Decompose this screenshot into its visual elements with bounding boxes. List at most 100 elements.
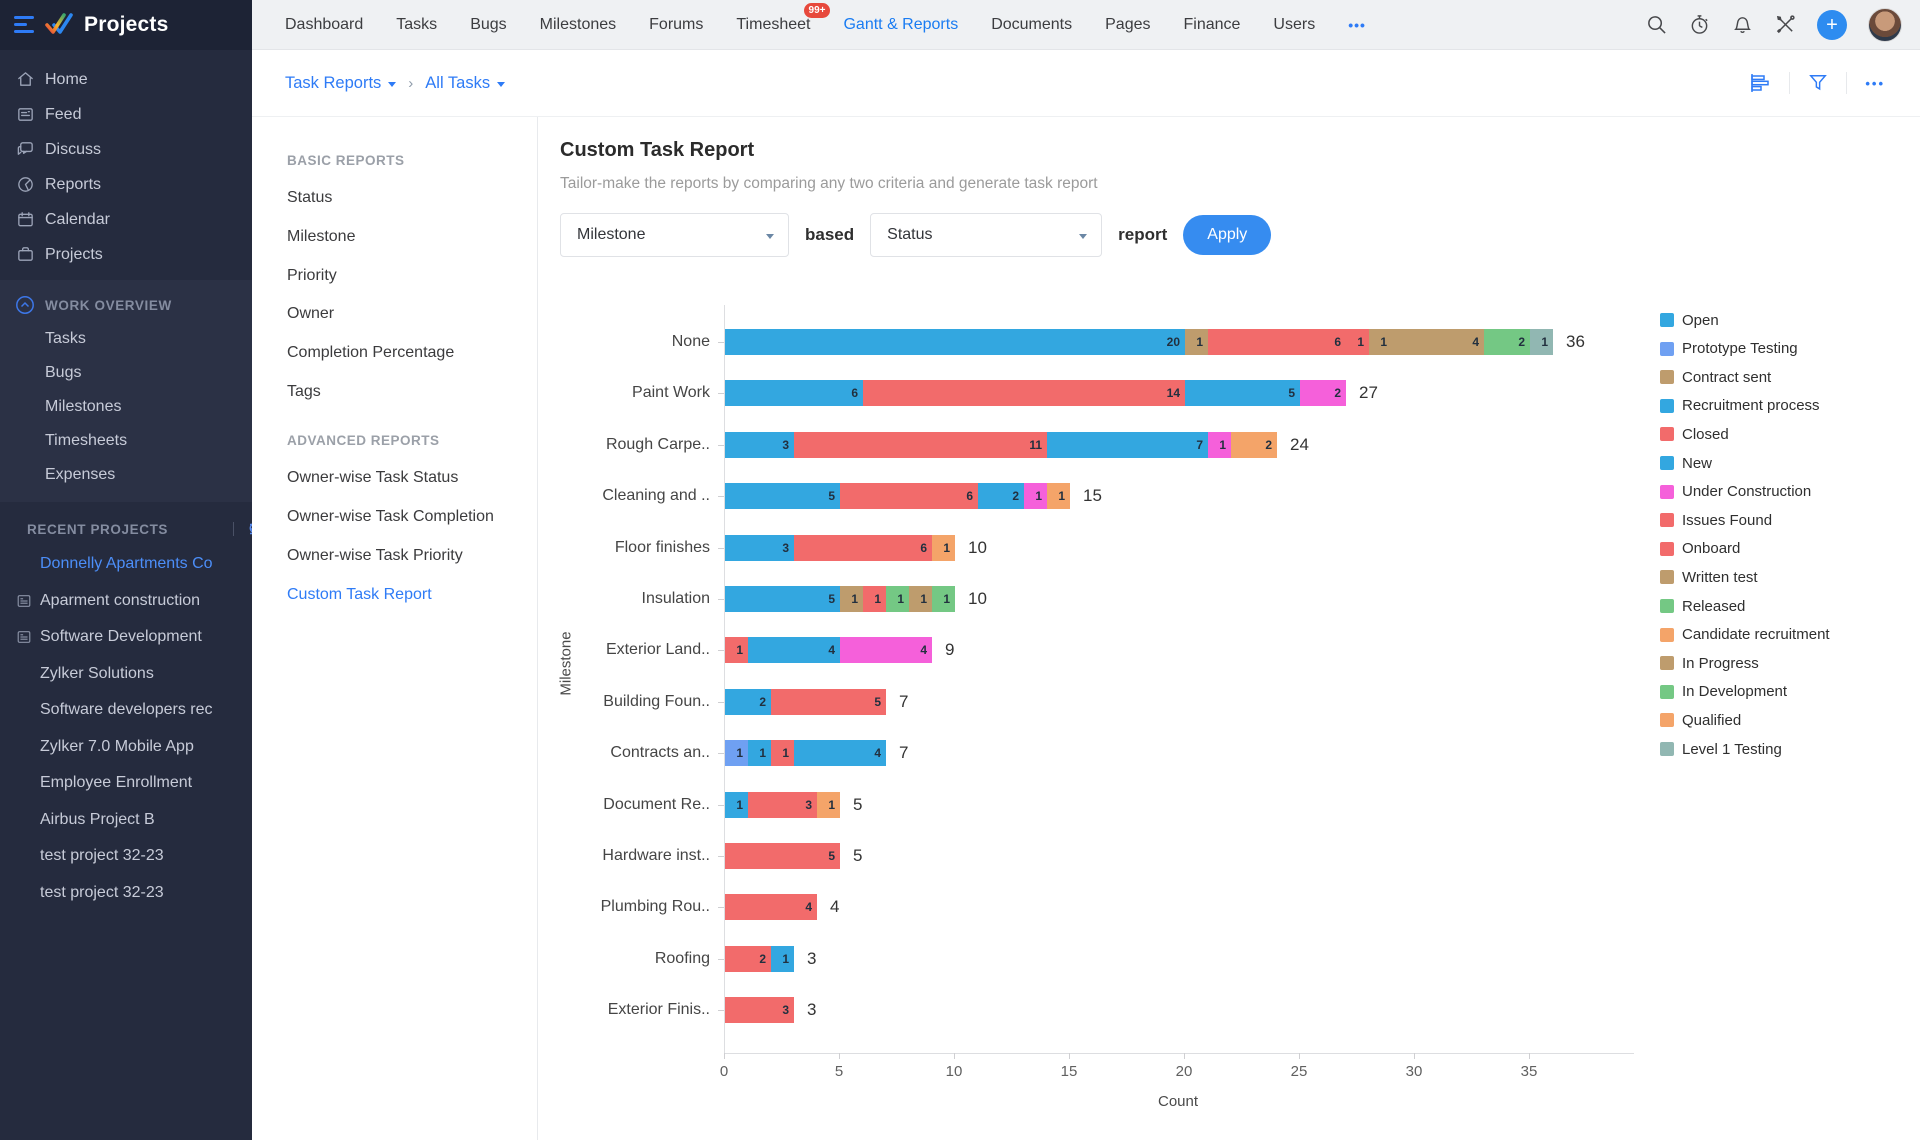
stacked-bar[interactable]: 361 — [725, 535, 955, 561]
bar-segment-new[interactable]: 7 — [1047, 432, 1208, 458]
bar-segment-qualified[interactable]: 1 — [817, 792, 840, 818]
bar-segment-in-progress[interactable]: 1 — [909, 586, 932, 612]
stacked-bar[interactable]: 4 — [725, 894, 817, 920]
bar-segment-level-1-testing[interactable]: 1 — [1530, 329, 1553, 355]
tools-icon[interactable] — [1774, 14, 1796, 36]
bar-segment-contract-sent[interactable]: 1 — [1185, 329, 1208, 355]
nav-tab-milestones[interactable]: Milestones — [540, 16, 616, 34]
report-link-owner-wise-task-completion[interactable]: Owner-wise Task Completion — [287, 498, 527, 537]
report-chart-icon[interactable] — [1749, 73, 1771, 93]
recent-project-item[interactable]: test project 32-23 — [0, 838, 252, 875]
bar-segment-closed[interactable]: 14 — [863, 380, 1185, 406]
hamburger-menu-icon[interactable] — [14, 16, 34, 33]
bar-segment-prototype-testing[interactable]: 1 — [725, 740, 748, 766]
nav-tab-documents[interactable]: Documents — [991, 16, 1072, 34]
report-link-tags[interactable]: Tags — [287, 372, 527, 411]
bar-segment-open[interactable]: 2 — [725, 689, 771, 715]
bar-segment-released[interactable]: 2 — [1484, 329, 1530, 355]
bar-segment-under-construction[interactable]: 4 — [840, 637, 932, 663]
stacked-bar[interactable]: 144 — [725, 637, 932, 663]
sidebar-item-discuss[interactable]: Discuss — [0, 132, 252, 167]
stacked-bar[interactable]: 311712 — [725, 432, 1277, 458]
recent-project-item[interactable]: Airbus Project B — [0, 802, 252, 839]
stacked-bar[interactable]: 25 — [725, 689, 886, 715]
report-link-owner[interactable]: Owner — [287, 295, 527, 334]
bar-segment-new[interactable]: 5 — [1185, 380, 1300, 406]
bar-segment-closed[interactable]: 4 — [725, 894, 817, 920]
bar-segment-new[interactable]: 4 — [794, 740, 886, 766]
stacked-bar[interactable]: 131 — [725, 792, 840, 818]
bar-segment-open[interactable]: 20 — [725, 329, 1185, 355]
sidebar-item-calendar[interactable]: Calendar — [0, 202, 252, 237]
stacked-bar[interactable]: 5 — [725, 843, 840, 869]
recent-project-item[interactable]: Zylker Solutions — [0, 656, 252, 693]
more-options-icon[interactable]: ••• — [1865, 76, 1885, 91]
bar-segment-closed[interactable]: 1 — [771, 740, 794, 766]
work-overview-item-expenses[interactable]: Expenses — [0, 458, 252, 492]
work-overview-item-milestones[interactable]: Milestones — [0, 390, 252, 424]
sidebar-item-projects[interactable]: Projects — [0, 237, 252, 272]
bar-segment-open[interactable]: 4 — [748, 637, 840, 663]
bar-segment-closed[interactable]: 2 — [725, 946, 771, 972]
nav-tab-dashboard[interactable]: Dashboard — [285, 16, 363, 34]
recent-project-item[interactable]: Software developers rec — [0, 692, 252, 729]
recent-project-item[interactable]: Donnelly Apartments Co — [0, 546, 252, 583]
bar-segment-in-development[interactable]: 1 — [886, 586, 909, 612]
bar-segment-under-construction[interactable]: 1 — [1024, 483, 1047, 509]
bar-segment-issues-found[interactable]: 1 — [863, 586, 886, 612]
report-link-completion-percentage[interactable]: Completion Percentage — [287, 334, 527, 373]
recent-project-item[interactable]: Software Development — [0, 619, 252, 656]
bar-segment-closed[interactable]: 3 — [748, 792, 817, 818]
bar-segment-open[interactable]: 5 — [725, 483, 840, 509]
bar-segment-open[interactable]: 1 — [725, 792, 748, 818]
bar-segment-closed[interactable]: 11 — [794, 432, 1047, 458]
user-avatar[interactable] — [1868, 8, 1902, 42]
bar-segment-closed[interactable]: 6 — [794, 535, 932, 561]
timer-icon[interactable] — [1688, 14, 1710, 36]
bar-segment-closed[interactable]: 3 — [725, 997, 794, 1023]
bar-segment-open[interactable]: 5 — [725, 586, 840, 612]
breadcrumb-task-reports[interactable]: Task Reports — [285, 74, 396, 93]
stacked-bar[interactable]: 201611421 — [725, 329, 1553, 355]
work-overview-header[interactable]: WORK OVERVIEW — [0, 288, 252, 322]
nav-tab-gantt-reports[interactable]: Gantt & Reports — [843, 16, 958, 34]
bar-segment-released[interactable]: 1 — [932, 586, 955, 612]
search-icon[interactable] — [1645, 14, 1667, 36]
bar-segment-new[interactable]: 2 — [978, 483, 1024, 509]
work-overview-item-bugs[interactable]: Bugs — [0, 356, 252, 390]
bar-segment-qualified[interactable]: 1 — [932, 535, 955, 561]
stacked-bar[interactable]: 21 — [725, 946, 794, 972]
nav-tab-pages[interactable]: Pages — [1105, 16, 1150, 34]
work-overview-item-timesheets[interactable]: Timesheets — [0, 424, 252, 458]
stacked-bar[interactable]: 1114 — [725, 740, 886, 766]
recent-project-item[interactable]: Aparment construction — [0, 583, 252, 620]
notifications-bell-icon[interactable] — [1731, 14, 1753, 36]
report-link-owner-wise-task-status[interactable]: Owner-wise Task Status — [287, 459, 527, 498]
report-link-priority[interactable]: Priority — [287, 256, 527, 295]
bar-segment-closed[interactable]: 6 — [840, 483, 978, 509]
sidebar-item-home[interactable]: Home — [0, 62, 252, 97]
filter-funnel-icon[interactable] — [1808, 73, 1828, 93]
nav-tab-finance[interactable]: Finance — [1184, 16, 1241, 34]
bar-segment-written-test[interactable]: 1 — [840, 586, 863, 612]
bar-segment-closed[interactable]: 5 — [771, 689, 886, 715]
report-link-milestone[interactable]: Milestone — [287, 218, 527, 257]
breadcrumb-all-tasks[interactable]: All Tasks — [425, 74, 505, 93]
bar-segment-under-construction[interactable]: 1 — [1208, 432, 1231, 458]
bar-segment-onboard[interactable]: 1 — [1346, 329, 1369, 355]
bar-segment-in-progress[interactable]: 4 — [1392, 329, 1484, 355]
recent-project-item[interactable]: test project 32-23 — [0, 875, 252, 912]
bar-segment-open[interactable]: 3 — [725, 535, 794, 561]
bar-segment-open[interactable]: 3 — [725, 432, 794, 458]
bar-segment-open[interactable]: 1 — [748, 740, 771, 766]
nav-tab-tasks[interactable]: Tasks — [396, 16, 437, 34]
stacked-bar[interactable]: 3 — [725, 997, 794, 1023]
recent-project-item[interactable]: Zylker 7.0 Mobile App — [0, 729, 252, 766]
stacked-bar[interactable]: 511111 — [725, 586, 955, 612]
stacked-bar[interactable]: 61452 — [725, 380, 1346, 406]
report-link-custom-task-report[interactable]: Custom Task Report — [287, 575, 527, 614]
nav-tab-forums[interactable]: Forums — [649, 16, 703, 34]
bar-segment-under-construction[interactable]: 2 — [1300, 380, 1346, 406]
add-plus-button[interactable]: + — [1817, 10, 1847, 40]
bar-segment-written-test[interactable]: 1 — [1369, 329, 1392, 355]
